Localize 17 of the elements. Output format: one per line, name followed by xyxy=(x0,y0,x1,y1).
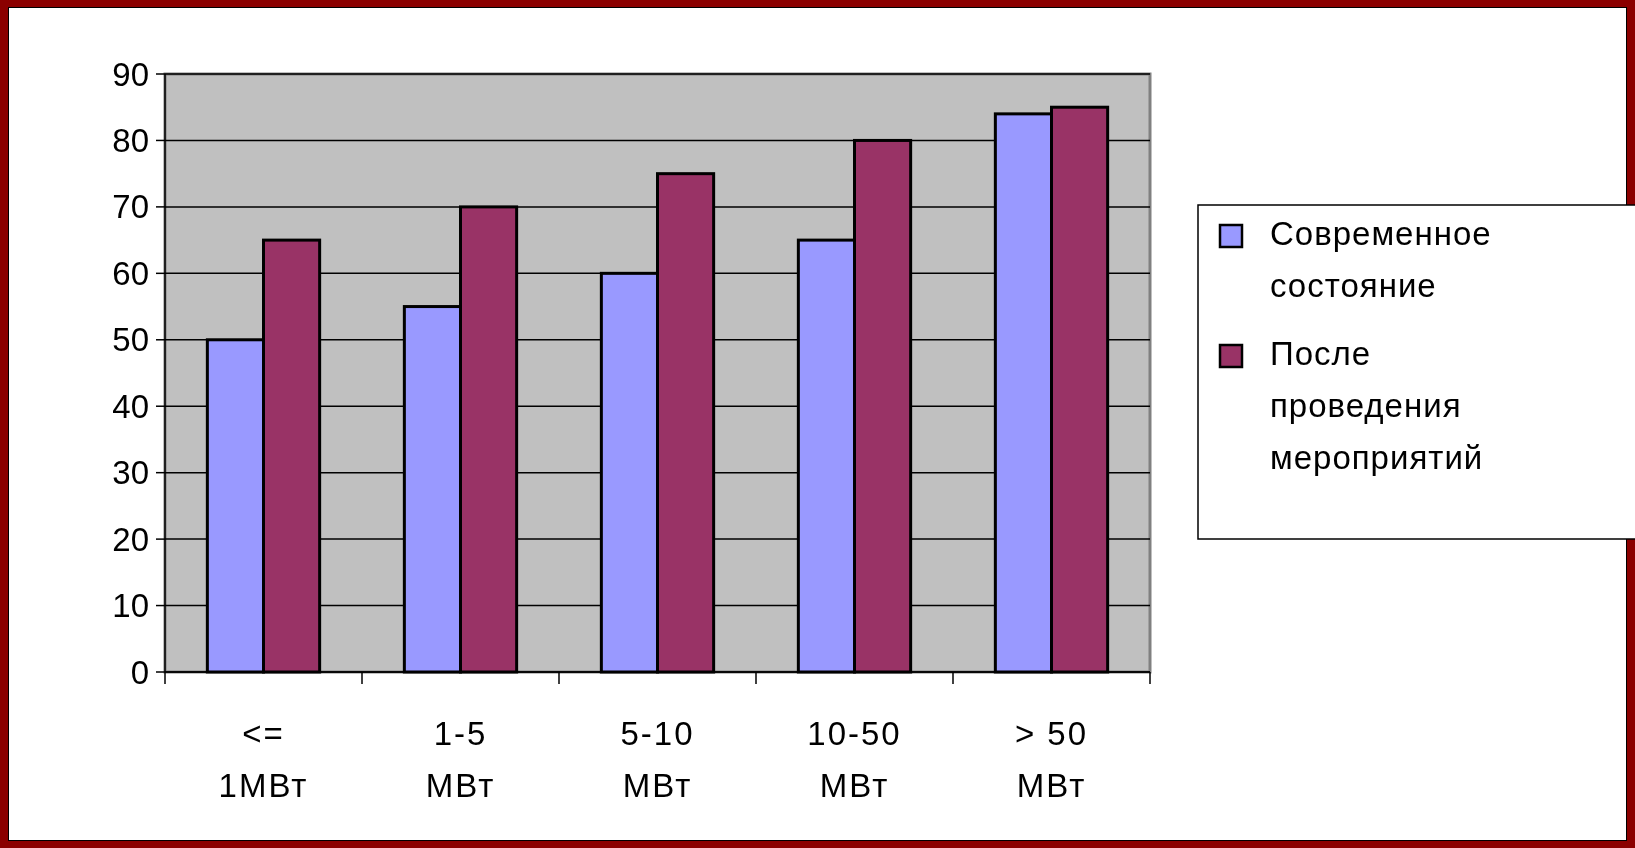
legend-label: Современное состояние xyxy=(1270,215,1492,304)
x-tick-label: 10-50 МВт xyxy=(807,715,902,804)
y-tick-label: 10 xyxy=(112,587,149,625)
y-tick-label: 70 xyxy=(112,188,149,226)
legend-label: После проведения мероприятий xyxy=(1270,335,1484,476)
y-tick-label: 80 xyxy=(112,121,149,159)
y-tick-label: 30 xyxy=(112,454,149,492)
x-tick-label: > 50 МВт xyxy=(1014,715,1089,804)
x-tick-label: 5-10 МВт xyxy=(620,715,695,804)
x-tick-label: <= 1МВт xyxy=(218,715,309,804)
y-tick-label: 40 xyxy=(112,387,149,425)
y-tick-label: 0 xyxy=(130,653,149,691)
y-tick-label: 60 xyxy=(112,254,149,292)
y-tick-label: 50 xyxy=(112,321,149,359)
y-tick-label: 20 xyxy=(112,520,149,558)
y-tick-label: 90 xyxy=(112,55,149,93)
x-tick-label: 1-5 МВт xyxy=(425,715,496,804)
